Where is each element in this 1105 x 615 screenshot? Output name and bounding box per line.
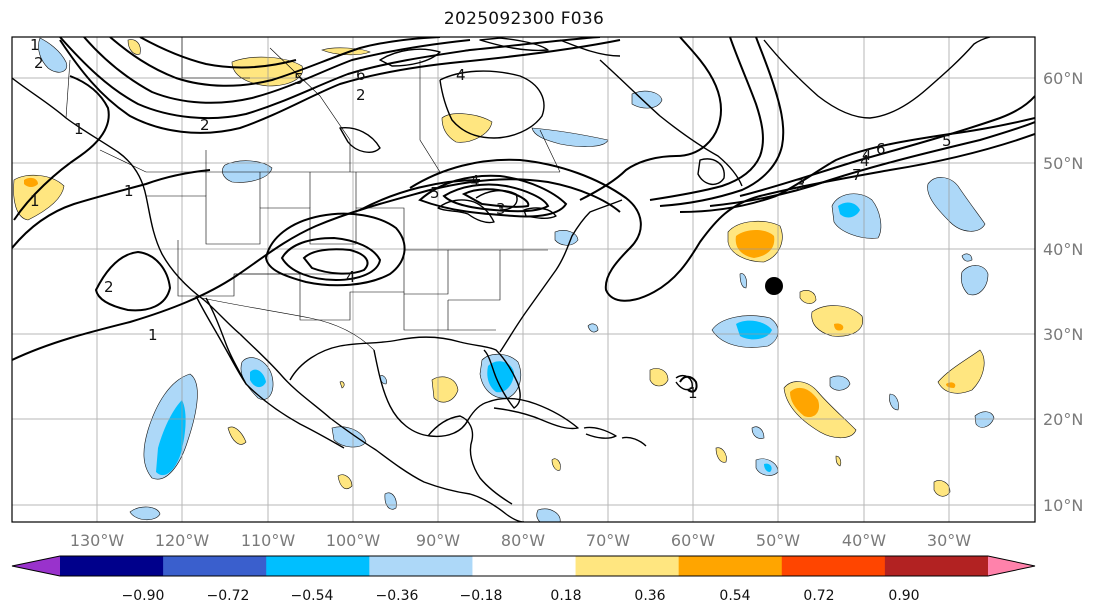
storm-center-dot <box>765 277 783 295</box>
contour-label: 7 <box>852 166 862 184</box>
lon-label: 120°W <box>155 531 210 550</box>
contour-label: 6 <box>876 140 886 158</box>
colorbar-tick-label: −0.36 <box>376 588 419 604</box>
lon-label: 130°W <box>70 531 125 550</box>
lon-label: 110°W <box>241 531 296 550</box>
colorbar-outline <box>11 555 1036 577</box>
contour-label: 4 <box>862 146 872 164</box>
lon-label: 70°W <box>586 531 630 550</box>
coastlines <box>12 37 991 522</box>
contour-label: 4 <box>346 268 356 286</box>
contour-lines <box>12 37 1035 393</box>
lon-label: 50°W <box>756 531 800 550</box>
lat-label: 40°N <box>1043 240 1083 259</box>
contour-label: 3 <box>796 176 806 194</box>
colorbar-tick-label: −0.18 <box>460 588 503 604</box>
colorbar-swatch <box>369 556 473 576</box>
lat-label: 60°N <box>1043 69 1083 88</box>
political-borders <box>65 37 561 351</box>
contour-label: 1 <box>148 326 158 344</box>
colorbar-tick-label: −0.54 <box>291 588 334 604</box>
colorbar-swatch <box>884 556 989 576</box>
contour-label: 5 <box>942 132 952 150</box>
contour-label: 4 <box>456 66 466 84</box>
contour-label: 1 <box>30 36 40 54</box>
colorbar-swatch <box>988 556 1035 576</box>
lon-label: 90°W <box>416 531 460 550</box>
colorbar-swatch <box>781 556 886 576</box>
colorbar-tick-label: 0.72 <box>803 588 834 604</box>
longitude-labels: 130°W 120°W 110°W 100°W 90°W 80°W 70°W 6… <box>70 531 971 550</box>
contour-label-group: 1 2 1 2 5 6 2 4 1 1 4 5 4 2 4 3 6 5 4 7 … <box>30 36 952 402</box>
colorbar-tick-label: 0.18 <box>550 588 581 604</box>
contour-label: 2 <box>356 86 366 104</box>
lat-label: 50°N <box>1043 154 1083 173</box>
lat-label: 10°N <box>1043 496 1083 515</box>
contour-label: 6 <box>356 66 366 84</box>
lat-label: 30°N <box>1043 325 1083 344</box>
contour-label: 2 <box>200 116 210 134</box>
lon-label: 60°W <box>671 531 715 550</box>
contour-label: 1 <box>74 120 84 138</box>
colorbar-swatch <box>60 556 164 576</box>
colorbar-tick-label: −0.72 <box>207 588 250 604</box>
contour-label: 5 <box>430 184 440 202</box>
lon-label: 40°W <box>842 531 886 550</box>
contour-label: 2 <box>104 278 114 296</box>
colorbar-tick-label: 0.90 <box>888 588 919 604</box>
colorbar-tick-label: 0.54 <box>719 588 750 604</box>
lon-label: 80°W <box>501 531 545 550</box>
chart-title: 2025092300 F036 <box>443 9 605 29</box>
colorbar-swatch <box>12 556 60 576</box>
lon-label: 100°W <box>326 531 381 550</box>
colorbar-swatch <box>266 556 370 576</box>
contour-label: 3 <box>496 200 506 218</box>
colorbar: −0.90 −0.72 −0.54 −0.36 −0.18 0.18 0.36 … <box>11 555 1036 604</box>
lon-label: 30°W <box>927 531 971 550</box>
contour-label: 2 <box>34 54 44 72</box>
contour-label: 1 <box>30 192 40 210</box>
colorbar-swatch <box>163 556 267 576</box>
contour-label: 1 <box>124 182 134 200</box>
colorbar-swatch <box>575 556 680 576</box>
colorbar-swatch <box>472 556 577 576</box>
contour-label: 1 <box>688 384 698 402</box>
contour-label: 4 <box>470 172 480 190</box>
contour-label: 5 <box>294 70 304 88</box>
shading-layer <box>13 37 995 522</box>
colorbar-swatch <box>678 556 783 576</box>
latitude-labels: 60°N 50°N 40°N 30°N 20°N 10°N <box>1043 69 1083 515</box>
contour-label: 4 <box>860 152 870 170</box>
lat-label: 20°N <box>1043 410 1083 429</box>
colorbar-tick-label: −0.90 <box>122 588 165 604</box>
map-frame <box>11 36 1036 523</box>
colorbar-tick-label: 0.36 <box>634 588 665 604</box>
